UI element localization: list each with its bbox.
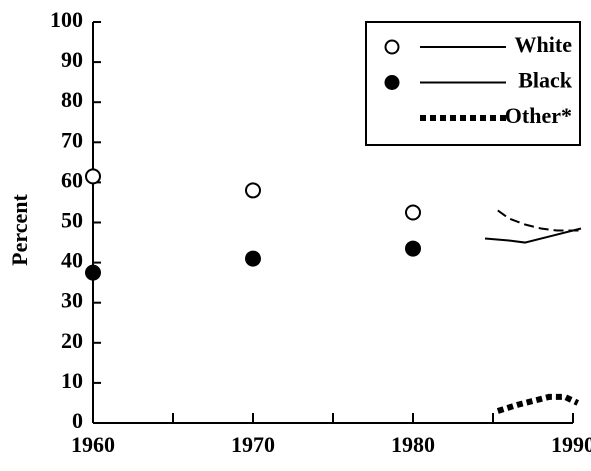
marker — [85, 168, 101, 185]
y-tick-label: 40 — [61, 248, 83, 273]
marker — [405, 240, 421, 257]
legend-label: Black — [518, 68, 573, 93]
y-tick-label: 0 — [72, 408, 83, 433]
marker — [405, 204, 421, 221]
y-tick-label: 30 — [61, 288, 83, 313]
legend-box — [365, 21, 581, 146]
x-tick-label: 1970 — [231, 432, 275, 457]
legend-marker — [384, 75, 400, 90]
y-tick-label: 70 — [61, 127, 83, 152]
x-tick-label: 1960 — [71, 432, 115, 457]
marker — [85, 264, 101, 281]
series-line — [497, 209, 581, 232]
y-tick-label: 80 — [61, 87, 83, 112]
y-tick-label: 60 — [61, 167, 83, 192]
y-tick-label: 20 — [61, 328, 83, 353]
x-tick-label: 1990 — [551, 432, 591, 457]
y-tick-label: 50 — [61, 208, 83, 233]
y-tick-label: 90 — [61, 47, 83, 72]
legend-marker — [384, 39, 400, 55]
legend-label: Other* — [505, 103, 572, 128]
legend-label: White — [515, 32, 573, 57]
y-tick-label: 100 — [50, 7, 83, 32]
marker — [245, 250, 261, 267]
marker — [245, 182, 261, 199]
y-tick-label: 10 — [61, 368, 83, 393]
x-tick-label: 1980 — [391, 432, 435, 457]
y-axis-label: Percent — [7, 194, 32, 266]
series-line — [484, 227, 582, 244]
series-line — [496, 393, 580, 414]
